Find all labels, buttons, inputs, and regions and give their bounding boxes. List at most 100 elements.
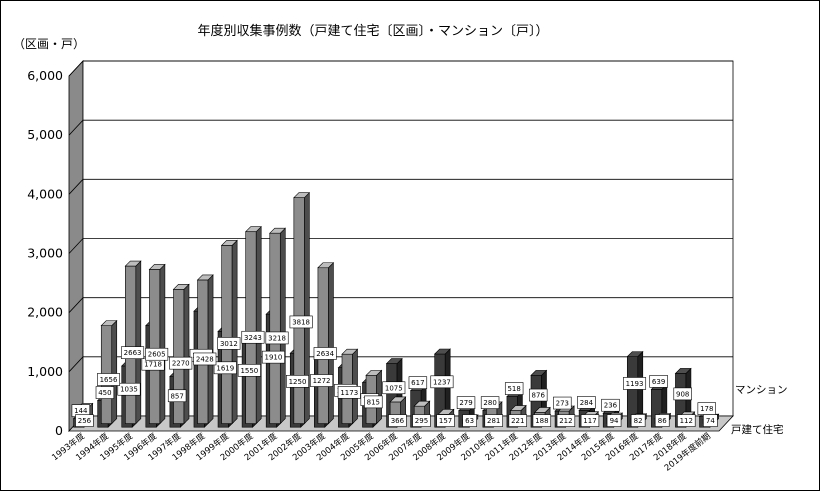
data-label-condo-text: 1237 xyxy=(433,378,451,386)
data-label-condo-box xyxy=(673,387,692,401)
bar-detached-side xyxy=(328,262,334,425)
data-label-detached: 112 xyxy=(677,414,696,427)
bar-detached-top xyxy=(172,283,190,290)
data-label-detached: 2270 xyxy=(169,356,193,370)
data-label-detached: 63 xyxy=(462,414,477,427)
data-label-condo-box xyxy=(529,388,548,402)
data-label-detached-box xyxy=(265,331,289,345)
data-label-detached: 3012 xyxy=(217,337,241,350)
y-tick-label: 4,000 xyxy=(27,186,63,201)
data-label-condo-text: 236 xyxy=(604,402,618,410)
data-label-detached: 221 xyxy=(508,414,527,427)
bar-detached-front xyxy=(221,245,233,424)
data-label-detached: 1173 xyxy=(337,386,361,399)
data-label-detached-text: 86 xyxy=(658,417,667,425)
data-label-detached-box xyxy=(436,414,455,427)
bar-condo-top xyxy=(674,368,692,374)
data-label-detached-text: 1656 xyxy=(100,376,118,384)
bar-detached-side xyxy=(255,225,262,425)
data-label-detached-text: 366 xyxy=(391,417,405,425)
data-label-detached-box xyxy=(388,414,407,427)
data-label-condo-text: 1250 xyxy=(289,378,307,386)
bar-condo-top xyxy=(626,351,644,357)
bar-detached-side xyxy=(135,260,142,425)
data-label-condo-text: 279 xyxy=(459,399,472,407)
data-label-condo-box xyxy=(95,386,115,399)
data-label-condo-box xyxy=(261,350,285,364)
data-label-detached-text: 94 xyxy=(610,417,619,425)
data-label-detached-text: 2663 xyxy=(124,349,142,357)
data-label-condo-text: 617 xyxy=(411,379,424,387)
data-label-condo-text: 1193 xyxy=(626,380,644,388)
data-label-detached-box xyxy=(462,414,477,427)
bar-detached-front xyxy=(173,288,185,424)
data-label-detached: 3818 xyxy=(289,315,313,329)
data-label-condo: 1619 xyxy=(213,361,237,375)
data-label-condo: 280 xyxy=(480,396,500,409)
data-label-detached-box xyxy=(606,414,622,427)
data-label-condo-text: 280 xyxy=(483,399,496,407)
data-label-detached-box xyxy=(75,414,94,427)
x-tick-labels: 1993年度1994年度1995年度1996年度1997年度1998年度1999… xyxy=(50,430,713,473)
bar-detached-front xyxy=(125,265,137,424)
data-label-detached-box xyxy=(364,395,383,409)
data-label-condo: 1550 xyxy=(237,364,261,377)
bar-detached-top xyxy=(389,396,407,403)
data-label-condo-text: 284 xyxy=(580,399,594,407)
data-label-condo: 639 xyxy=(649,375,668,388)
data-label-detached-text: 212 xyxy=(559,417,572,425)
data-label-condo-text: 1619 xyxy=(216,364,234,372)
data-label-detached-box xyxy=(217,337,241,350)
data-label-detached-box xyxy=(556,414,576,427)
data-label-detached: 74 xyxy=(703,414,718,427)
data-label-condo-box xyxy=(601,398,620,412)
data-label-detached: 188 xyxy=(532,414,552,427)
data-label-detached-text: 3012 xyxy=(220,340,238,348)
bar-detached-top xyxy=(533,407,551,413)
data-label-detached-box xyxy=(289,315,313,329)
data-label-condo: 1193 xyxy=(623,377,647,390)
data-label-detached: 256 xyxy=(75,414,94,427)
data-label-detached-text: 221 xyxy=(511,417,524,425)
data-label-condo: 908 xyxy=(673,387,692,401)
data-label-condo-text: 1550 xyxy=(240,367,258,375)
data-label-detached-box xyxy=(193,352,217,366)
data-label-detached-box xyxy=(121,346,145,359)
legend-condo: マンション xyxy=(735,384,788,396)
data-label-detached: 157 xyxy=(436,414,455,427)
bar-detached-side xyxy=(231,239,238,425)
data-label-detached-text: 63 xyxy=(465,417,474,425)
data-label-detached: 117 xyxy=(580,414,600,427)
gridline-side xyxy=(68,179,84,195)
bar-detached-top xyxy=(196,274,214,281)
y-tick-label: 6,000 xyxy=(27,68,63,83)
data-label-condo-box xyxy=(456,396,476,409)
data-label-condo-text: 857 xyxy=(170,392,183,400)
data-label-detached: 2605 xyxy=(145,347,169,361)
bar-detached-top xyxy=(244,226,262,233)
data-label-condo-box xyxy=(577,396,596,409)
data-label-detached: 3218 xyxy=(265,331,289,345)
data-label-condo-text: 1910 xyxy=(265,354,283,362)
bar-detached-top xyxy=(509,405,527,411)
data-label-condo: 857 xyxy=(167,389,187,403)
y-axis-label: （区画・戸） xyxy=(13,37,85,51)
data-label-detached: 1656 xyxy=(97,373,121,386)
data-label-condo-text: 876 xyxy=(532,392,546,400)
data-label-condo-text: 450 xyxy=(98,389,111,397)
data-label-detached: 2663 xyxy=(121,346,145,359)
chart-title: 年度別収集事例数（戸建て住宅〔区画〕・マンション〔戸〕） xyxy=(197,23,548,39)
y-tick-label: 3,000 xyxy=(27,246,63,261)
y-tick-label: 0 xyxy=(55,423,63,438)
bar-detached-top xyxy=(220,240,238,246)
bar-detached-top xyxy=(100,320,118,326)
data-label-detached-text: 188 xyxy=(535,417,548,425)
data-label-condo-box xyxy=(167,389,187,403)
bar-condo-top xyxy=(530,370,548,376)
data-label-detached: 295 xyxy=(412,414,431,427)
data-label-condo-box xyxy=(310,374,334,387)
data-label-condo: 1035 xyxy=(117,382,141,396)
data-label-condo-box xyxy=(553,396,572,410)
data-label-detached-box xyxy=(484,414,503,427)
bar-detached xyxy=(124,260,142,425)
